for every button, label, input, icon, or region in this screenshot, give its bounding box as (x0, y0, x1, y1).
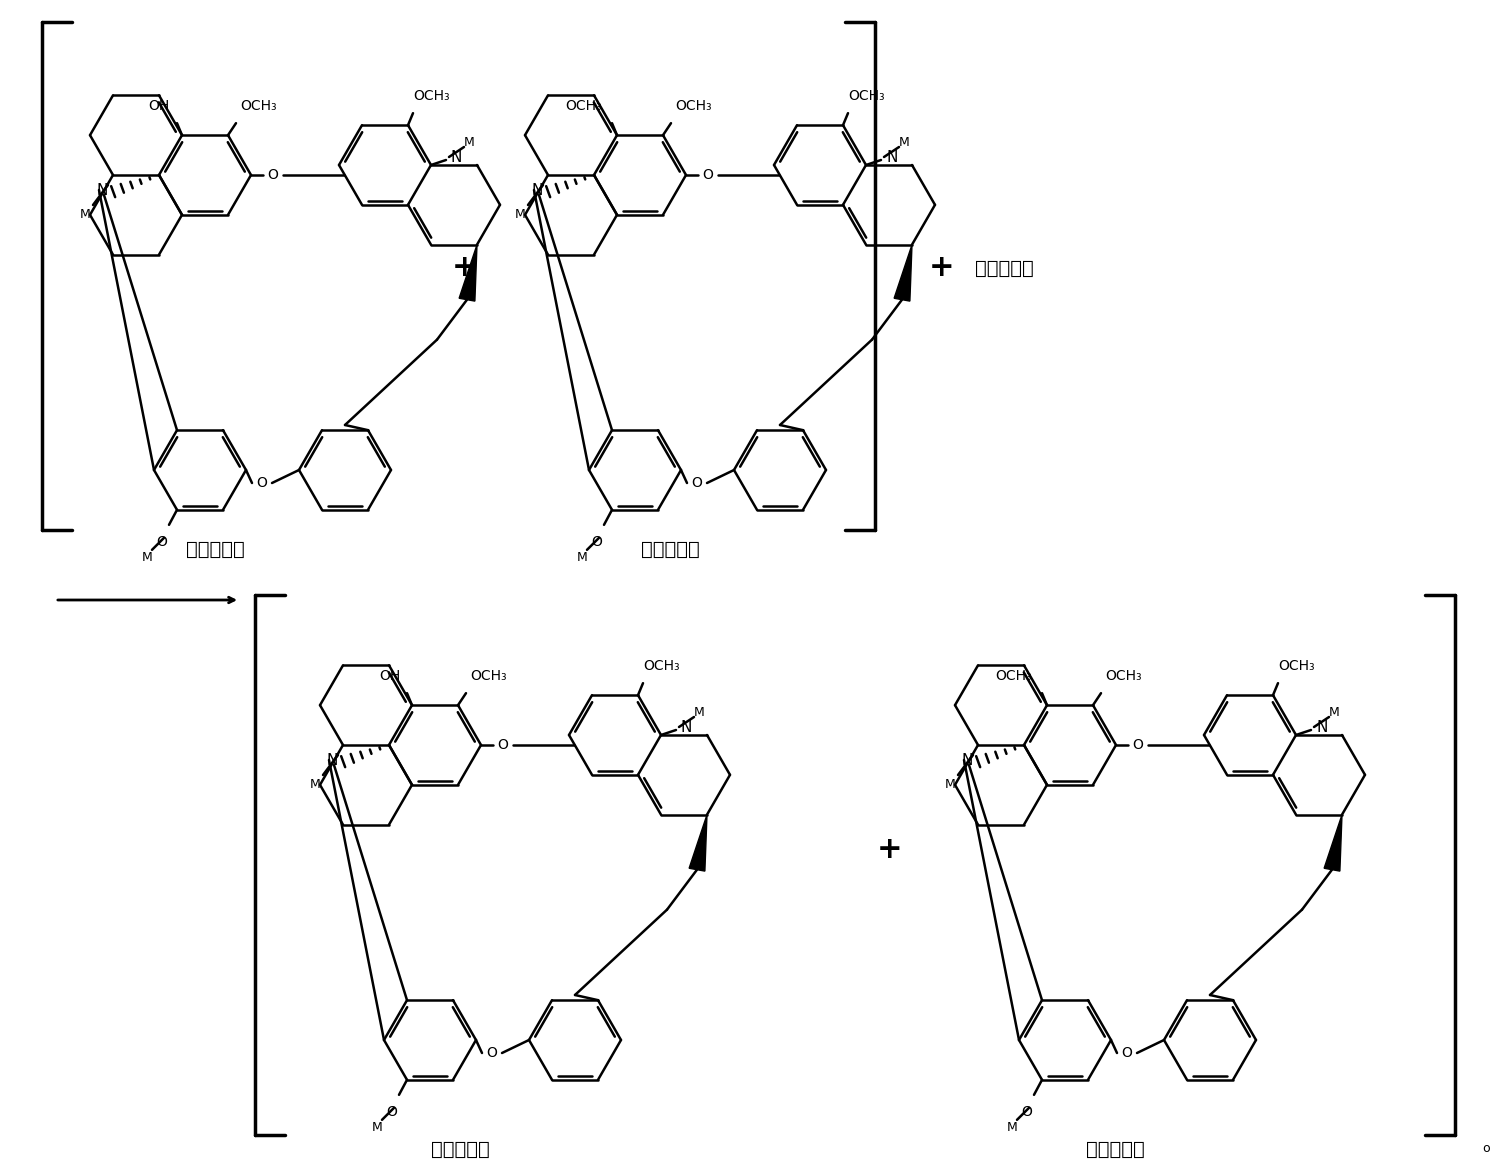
Polygon shape (688, 815, 706, 871)
Text: M: M (945, 778, 956, 791)
Text: N: N (531, 183, 543, 198)
Text: 汉防己乙素: 汉防己乙素 (186, 540, 244, 559)
Text: O: O (267, 168, 279, 182)
Text: M: M (141, 551, 153, 565)
Text: O: O (692, 476, 702, 490)
Text: N: N (1316, 720, 1328, 735)
Text: N: N (327, 752, 338, 768)
Text: OH: OH (148, 100, 170, 114)
Text: O: O (591, 534, 603, 548)
Text: OCH₃: OCH₃ (413, 89, 450, 103)
Text: OCH₃: OCH₃ (1106, 669, 1142, 683)
Text: O: O (1132, 738, 1143, 752)
Text: o: o (1482, 1142, 1490, 1154)
Text: O: O (1022, 1105, 1032, 1119)
Text: N: N (681, 720, 693, 735)
Text: N: N (962, 752, 974, 768)
Text: O: O (256, 476, 267, 490)
Polygon shape (1324, 815, 1342, 871)
Text: O: O (486, 1045, 498, 1059)
Text: O: O (498, 738, 508, 752)
Text: 汉防己乙素: 汉防己乙素 (430, 1140, 489, 1159)
Text: OCH₃: OCH₃ (996, 669, 1032, 683)
Text: M: M (372, 1122, 382, 1134)
Text: M: M (309, 778, 321, 791)
Text: OCH₃: OCH₃ (240, 100, 276, 114)
Polygon shape (459, 245, 477, 301)
Text: M: M (514, 209, 525, 222)
Text: M: M (80, 209, 90, 222)
Text: OH: OH (378, 669, 400, 683)
Text: O: O (702, 168, 714, 182)
Text: +: + (452, 253, 478, 282)
Text: M: M (1007, 1122, 1017, 1134)
Text: +: + (928, 253, 956, 282)
Text: O: O (156, 534, 168, 548)
Text: OCH₃: OCH₃ (1278, 659, 1314, 673)
Text: OCH₃: OCH₃ (847, 89, 885, 103)
Text: N: N (886, 150, 897, 164)
Text: 汉防己甲素: 汉防己甲素 (1086, 1140, 1144, 1159)
Polygon shape (894, 245, 912, 301)
Text: O: O (1122, 1045, 1132, 1059)
Text: OCH₃: OCH₃ (675, 100, 711, 114)
Text: M: M (464, 136, 474, 150)
Text: OCH₃: OCH₃ (566, 100, 602, 114)
Text: M: M (898, 136, 909, 150)
Text: OCH₃: OCH₃ (644, 659, 680, 673)
Text: M: M (576, 551, 588, 565)
Text: 甲基化试剂: 甲基化试剂 (975, 259, 1034, 278)
Text: +: + (878, 836, 903, 865)
Text: M: M (693, 707, 705, 720)
Text: 汉防己甲素: 汉防己甲素 (640, 540, 699, 559)
Text: N: N (452, 150, 462, 164)
Text: O: O (387, 1105, 398, 1119)
Text: M: M (1329, 707, 1340, 720)
Text: OCH₃: OCH₃ (470, 669, 507, 683)
Text: N: N (96, 183, 108, 198)
